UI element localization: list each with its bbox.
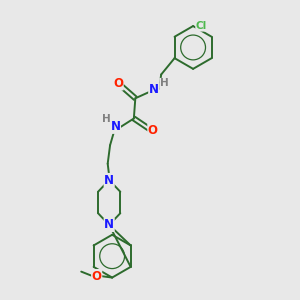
Text: N: N xyxy=(149,83,159,97)
Text: O: O xyxy=(113,77,123,90)
Text: N: N xyxy=(110,120,120,133)
Text: O: O xyxy=(148,124,158,137)
Text: N: N xyxy=(104,173,114,187)
Text: N: N xyxy=(104,218,114,232)
Text: O: O xyxy=(92,270,102,283)
Text: Cl: Cl xyxy=(196,21,207,31)
Text: H: H xyxy=(160,78,169,88)
Text: H: H xyxy=(102,114,111,124)
